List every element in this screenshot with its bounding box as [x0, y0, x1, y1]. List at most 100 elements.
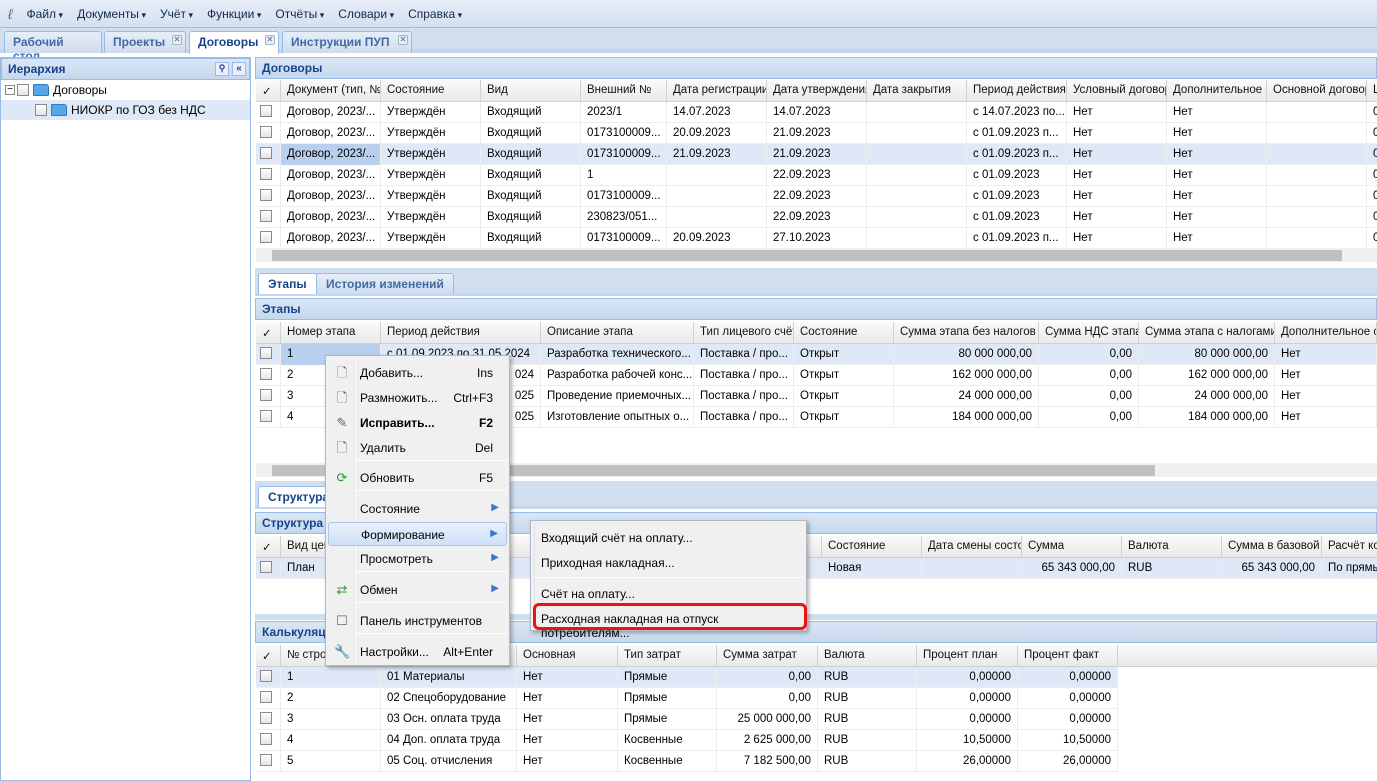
select-all-checkbox[interactable]: ✓ [256, 80, 281, 102]
menu-item-state[interactable]: Состояние ▶ [328, 497, 507, 521]
row-checkbox[interactable] [260, 168, 272, 180]
column-header[interactable]: Состояние [794, 322, 894, 344]
menu-item-toolbar[interactable]: ☐ Панель инструментов [328, 609, 507, 633]
column-header[interactable]: Номер этапа [281, 322, 381, 344]
menu-accounting[interactable]: Учёт [160, 7, 193, 21]
tab-history[interactable]: История изменений [316, 273, 454, 294]
column-header[interactable]: Дата регистрации... [667, 80, 767, 102]
row-checkbox[interactable] [260, 733, 272, 745]
menu-item-exchange[interactable]: ⇄ Обмен ▶ [328, 578, 507, 602]
menu-dictionaries[interactable]: Словари [338, 7, 394, 21]
column-header[interactable]: Ц [1367, 80, 1377, 102]
scroll-thumb[interactable] [272, 465, 1155, 476]
menu-help[interactable]: Справка [408, 7, 462, 21]
select-all-checkbox[interactable]: ✓ [256, 536, 281, 558]
column-header[interactable]: Процент план [917, 645, 1018, 667]
table-row[interactable]: Договор, 2023/... Утверждён Входящий 230823… [256, 207, 1377, 228]
column-header[interactable]: Дата закрытия [867, 80, 967, 102]
row-checkbox[interactable] [260, 410, 272, 422]
row-checkbox[interactable] [260, 231, 272, 243]
row-checkbox[interactable] [260, 368, 272, 380]
menu-documents[interactable]: Документы [77, 7, 146, 21]
table-row[interactable]: Договор, 2023/... Утверждён Входящий 2023/1… [256, 102, 1377, 123]
row-checkbox[interactable] [260, 561, 272, 573]
row-checkbox[interactable] [260, 389, 272, 401]
column-header[interactable]: Дата утверждения [767, 80, 867, 102]
column-header[interactable]: Дополнительное с [1167, 80, 1267, 102]
column-header[interactable]: Период действия [381, 322, 541, 344]
column-header[interactable]: Сумма [1022, 536, 1122, 558]
close-icon[interactable]: ✕ [398, 35, 408, 45]
submenu-incoming-invoice[interactable]: Входящий счёт на оплату... [541, 531, 693, 545]
tab-projects[interactable]: Проекты ✕ [104, 31, 186, 53]
column-header[interactable]: Условный договор [1067, 80, 1167, 102]
menu-item-refresh[interactable]: ⟳ Обновить F5 [328, 466, 507, 490]
column-header[interactable]: Процент факт [1018, 645, 1118, 667]
column-header[interactable]: Сумма этапа без налогов [894, 322, 1039, 344]
menu-file[interactable]: Файл [27, 7, 64, 21]
menu-reports[interactable]: Отчёты [275, 7, 324, 21]
column-header[interactable]: Сумма затрат [717, 645, 818, 667]
tree-checkbox[interactable] [17, 84, 29, 96]
row-checkbox[interactable] [260, 691, 272, 703]
close-icon[interactable]: ✕ [265, 35, 275, 45]
scroll-thumb[interactable] [272, 250, 1342, 261]
table-row[interactable]: Договор, 2023/... Утверждён Входящий 017310… [256, 228, 1377, 248]
table-row[interactable]: 3 025 Проведение приемочных... Поставка / п… [256, 386, 1377, 407]
tab-stages[interactable]: Этапы [258, 273, 317, 294]
column-header[interactable]: Валюта [818, 645, 917, 667]
column-header[interactable]: Описание этапа [541, 322, 694, 344]
menu-item-settings[interactable]: 🔧 Настройки... Alt+Enter [328, 640, 507, 664]
column-header[interactable]: Валюта [1122, 536, 1222, 558]
tree-node-root[interactable]: − Договоры [1, 80, 250, 100]
menu-item-edit[interactable]: ✎ Исправить... F2 [328, 411, 507, 435]
table-row[interactable]: Договор, 2023/... Утверждён Входящий 1 22.09… [256, 165, 1377, 186]
row-checkbox[interactable] [260, 126, 272, 138]
row-checkbox[interactable] [260, 210, 272, 222]
table-row[interactable]: 4 04 Доп. оплата труда Нет Косвенные 2 625 0… [256, 730, 1118, 751]
close-icon[interactable]: ✕ [172, 35, 182, 45]
submenu-invoice[interactable]: Счёт на оплату... [541, 587, 635, 601]
column-header[interactable]: Вид [481, 80, 581, 102]
menu-item-formation[interactable]: Формирование ▶ [328, 522, 507, 546]
column-header[interactable]: Дополнительное с [1275, 322, 1377, 344]
tree-checkbox[interactable] [35, 104, 47, 116]
menu-item-view[interactable]: Просмотреть ▶ [328, 547, 507, 571]
column-header[interactable] [381, 536, 822, 558]
collapse-icon[interactable]: « [232, 62, 246, 76]
table-row[interactable]: 2 02 Спецоборудование Нет Прямые 0,00 RUB 0,00… [256, 688, 1118, 709]
table-row[interactable]: 4 025 Изготовление опытных о... Поставка / … [256, 407, 1377, 428]
table-row[interactable]: Договор, 2023/... Утверждён Входящий 017310… [256, 186, 1377, 207]
table-row[interactable]: Договор, 2023/... Утверждён Входящий 017310… [256, 123, 1377, 144]
column-header[interactable]: Документ (тип, № [281, 80, 381, 102]
contracts-hscrollbar[interactable] [256, 248, 1377, 262]
tab-contracts[interactable]: Договоры ✕ [189, 31, 279, 54]
column-header[interactable]: Тип лицевого счёт [694, 322, 794, 344]
column-header[interactable]: Дата смены состоя [922, 536, 1022, 558]
row-checkbox[interactable] [260, 670, 272, 682]
tree-node-child[interactable]: НИОКР по ГОЗ без НДС [1, 100, 250, 120]
row-checkbox[interactable] [260, 147, 272, 159]
collapse-tree-icon[interactable]: − [5, 85, 15, 95]
submenu-receipt-note[interactable]: Приходная накладная... [541, 556, 675, 570]
select-all-checkbox[interactable]: ✓ [256, 645, 281, 667]
row-checkbox[interactable] [260, 347, 272, 359]
column-header[interactable]: Основная [517, 645, 618, 667]
column-header[interactable]: Сумма в базовой в [1222, 536, 1322, 558]
column-header[interactable]: Состояние [381, 80, 481, 102]
column-header[interactable]: Основной договор [1267, 80, 1367, 102]
stages-hscrollbar[interactable] [256, 463, 1377, 477]
table-row[interactable]: 3 03 Осн. оплата труда Нет Прямые 25 000 000… [256, 709, 1118, 730]
row-checkbox[interactable] [260, 754, 272, 766]
column-header[interactable]: Внешний № [581, 80, 667, 102]
menu-item-duplicate[interactable]: 🗋 Размножить... Ctrl+F3 [328, 386, 507, 410]
table-row[interactable]: 1 01 Материалы Нет Прямые 0,00 RUB 0,00000 0,00… [256, 667, 1118, 688]
table-row[interactable]: Договор, 2023/... Утверждён Входящий 017310… [256, 144, 1377, 165]
column-header[interactable] [381, 645, 517, 667]
menu-item-delete[interactable]: 🗋 Удалить Del [328, 436, 507, 460]
row-checkbox[interactable] [260, 105, 272, 117]
tab-structure[interactable]: Структура [258, 486, 340, 507]
tab-instructions[interactable]: Инструкции ПУП ✕ [282, 31, 412, 53]
menu-item-add[interactable]: 🗋 Добавить... Ins [328, 361, 507, 385]
